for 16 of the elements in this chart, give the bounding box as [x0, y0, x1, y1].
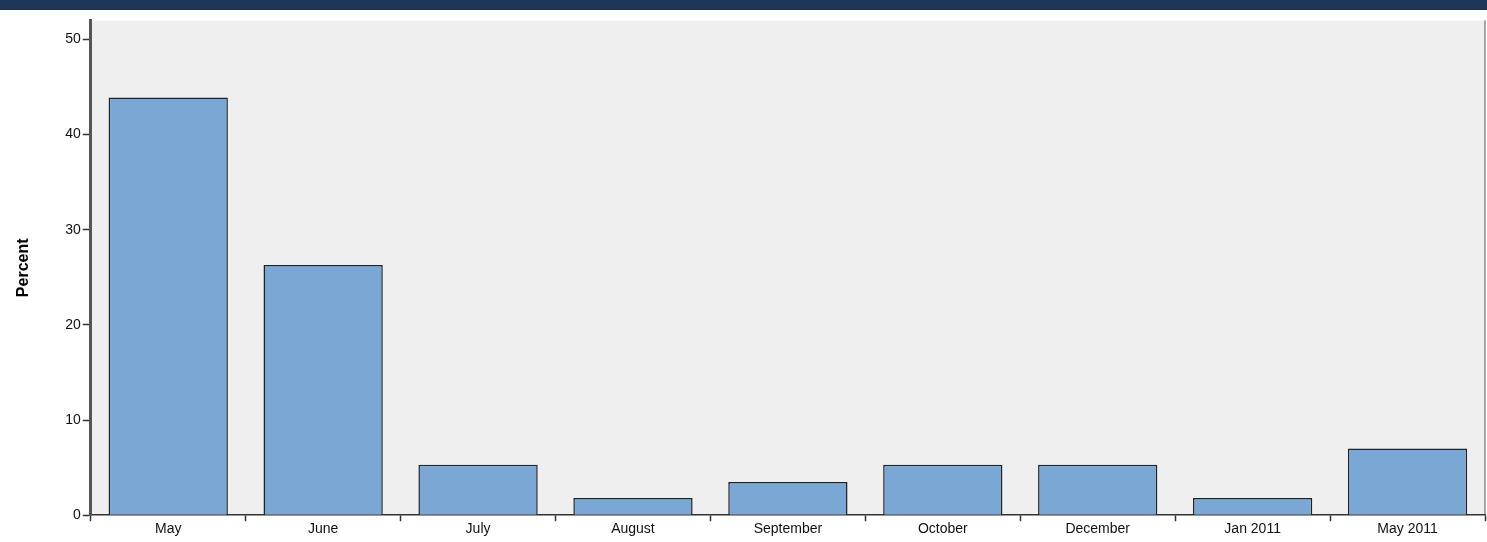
x-tick-label: May [155, 520, 182, 537]
x-tick-label: May 2011 [1377, 520, 1438, 537]
x-tick-label: July [465, 520, 491, 537]
x-tick-label: August [611, 520, 655, 537]
x-tick-label: Jan 2011 [1224, 520, 1282, 537]
y-tick-label: 30 [65, 220, 81, 237]
y-tick-label: 20 [65, 315, 81, 332]
x-tick-label: December [1065, 520, 1131, 537]
x-tick-label: September [753, 520, 823, 537]
y-tick-label: 40 [65, 125, 81, 142]
y-tick-label: 0 [72, 506, 81, 523]
x-tick-label: June [307, 520, 339, 537]
y-tick-label: 50 [65, 30, 81, 47]
x-tick-label: October [917, 520, 969, 537]
y-tick-label: 10 [65, 410, 81, 427]
y-axis-title: Percent [14, 237, 32, 298]
